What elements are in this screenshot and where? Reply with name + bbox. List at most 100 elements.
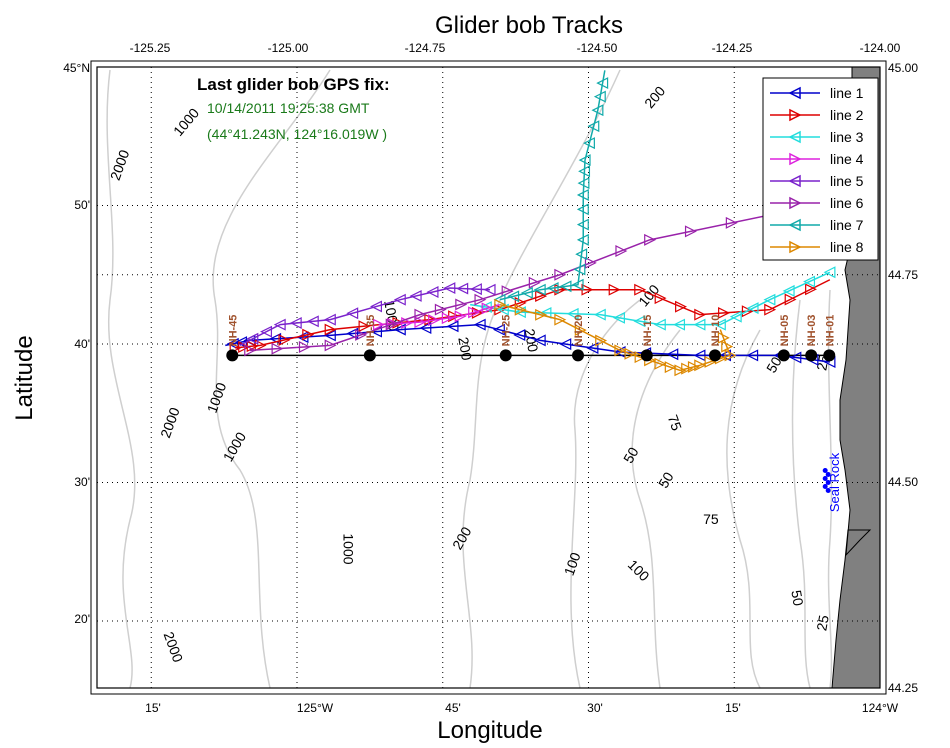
- chart-title: Glider bob Tracks: [435, 12, 623, 39]
- track-marker: [514, 296, 527, 309]
- bottom-tick-label: 45': [445, 701, 461, 715]
- track-line-4: [378, 303, 501, 326]
- track-marker: [713, 318, 726, 331]
- track-marker: [717, 331, 730, 344]
- track-marker: [535, 290, 548, 303]
- legend-marker: [789, 108, 802, 122]
- track-line-6: [249, 214, 770, 352]
- legend-label: line 4: [830, 151, 864, 167]
- track-marker: [554, 313, 567, 326]
- track-marker: [473, 318, 486, 331]
- track-marker: [654, 292, 667, 305]
- track-marker: [634, 351, 647, 364]
- track-marker: [424, 313, 437, 326]
- track-marker: [469, 283, 482, 296]
- track-marker: [323, 313, 336, 326]
- track-line-7: [499, 70, 606, 301]
- legend-box: [762, 77, 879, 261]
- track-marker: [306, 315, 319, 328]
- track-marker: [278, 334, 291, 346]
- legend: line 1 line 2 line 3 line 4 line 5 line 6 line…: [762, 77, 879, 261]
- track-marker: [724, 349, 737, 362]
- track-marker: [591, 104, 604, 117]
- bottom-tick-label: 124°W: [862, 701, 899, 715]
- track-marker: [373, 318, 385, 331]
- track-marker: [409, 289, 422, 302]
- track-marker: [575, 248, 588, 261]
- track-marker: [501, 285, 514, 298]
- track-marker: [763, 293, 776, 306]
- contour-label: 200: [522, 327, 542, 353]
- track-marker: [520, 286, 533, 299]
- track-marker: [546, 282, 559, 294]
- right-tick-label: 44.50: [888, 475, 918, 489]
- track-marker: [496, 303, 509, 316]
- track-marker: [507, 290, 520, 303]
- contour-label: 75: [703, 511, 719, 527]
- track-marker: [725, 216, 738, 229]
- track-marker: [426, 286, 439, 298]
- track-marker: [244, 344, 257, 357]
- track-marker: [559, 280, 572, 293]
- track-marker: [401, 316, 414, 329]
- track-marker: [694, 308, 707, 321]
- right-tick-label: 44.75: [888, 268, 918, 282]
- track-marker: [494, 298, 507, 311]
- station-dot: [709, 349, 722, 362]
- track-marker: [576, 233, 589, 246]
- track-marker: [468, 306, 481, 319]
- top-tick-label: -124.00: [860, 41, 901, 55]
- track-marker: [596, 77, 609, 90]
- station-label: NH-45: [227, 315, 239, 347]
- track-marker: [474, 293, 487, 306]
- station-dot: [823, 349, 836, 362]
- track-marker: [346, 307, 359, 320]
- plot-area: -125.25 -125.00 -124.75 -124.50 -124.25 -124.…: [63, 41, 918, 715]
- seal-rock-marker: [825, 480, 831, 485]
- map-frame-outer: [90, 60, 887, 695]
- contour-label: 50: [655, 469, 677, 491]
- track-marker: [784, 293, 797, 306]
- legend-marker: [788, 218, 801, 232]
- track-marker: [704, 355, 717, 368]
- track-marker: [414, 308, 427, 321]
- station-label: NH-35: [365, 315, 377, 347]
- track-marker: [666, 348, 679, 361]
- track-marker: [608, 283, 621, 296]
- legend-marker: [788, 130, 801, 144]
- x-axis-label: Longitude: [437, 717, 542, 744]
- top-tick-label: -124.75: [405, 41, 446, 55]
- track-marker: [254, 339, 267, 352]
- right-tick-label: 44.25: [888, 681, 918, 695]
- track-marker: [687, 360, 700, 373]
- track-marker: [492, 323, 505, 336]
- track-marker: [323, 329, 336, 342]
- track-marker: [246, 332, 259, 345]
- track-marker: [693, 318, 706, 331]
- legend-marker: [789, 196, 802, 210]
- track-marker: [324, 323, 337, 336]
- track-marker: [674, 364, 687, 377]
- track-marker: [694, 359, 707, 372]
- track-marker: [577, 177, 590, 190]
- bottom-tick-label: 30': [587, 701, 603, 715]
- track-marker: [729, 310, 742, 323]
- track-marker: [675, 300, 687, 313]
- bathymetry-contour: [631, 329, 681, 689]
- track-marker: [481, 302, 494, 315]
- legend-label: line 5: [830, 173, 864, 189]
- track-marker: [559, 338, 572, 351]
- left-tick-label: 40': [74, 337, 90, 351]
- track-marker: [454, 310, 467, 323]
- station-dot: [226, 349, 239, 362]
- track-marker: [443, 282, 456, 295]
- track-marker: [455, 298, 468, 311]
- track-marker: [595, 334, 608, 347]
- track-marker: [593, 90, 606, 103]
- legend-label: line 6: [830, 195, 864, 211]
- track-marker: [441, 312, 454, 325]
- track-marker: [385, 318, 398, 331]
- station-dot: [572, 349, 585, 362]
- bathymetry-contour: [462, 69, 621, 689]
- track-marker: [578, 165, 591, 178]
